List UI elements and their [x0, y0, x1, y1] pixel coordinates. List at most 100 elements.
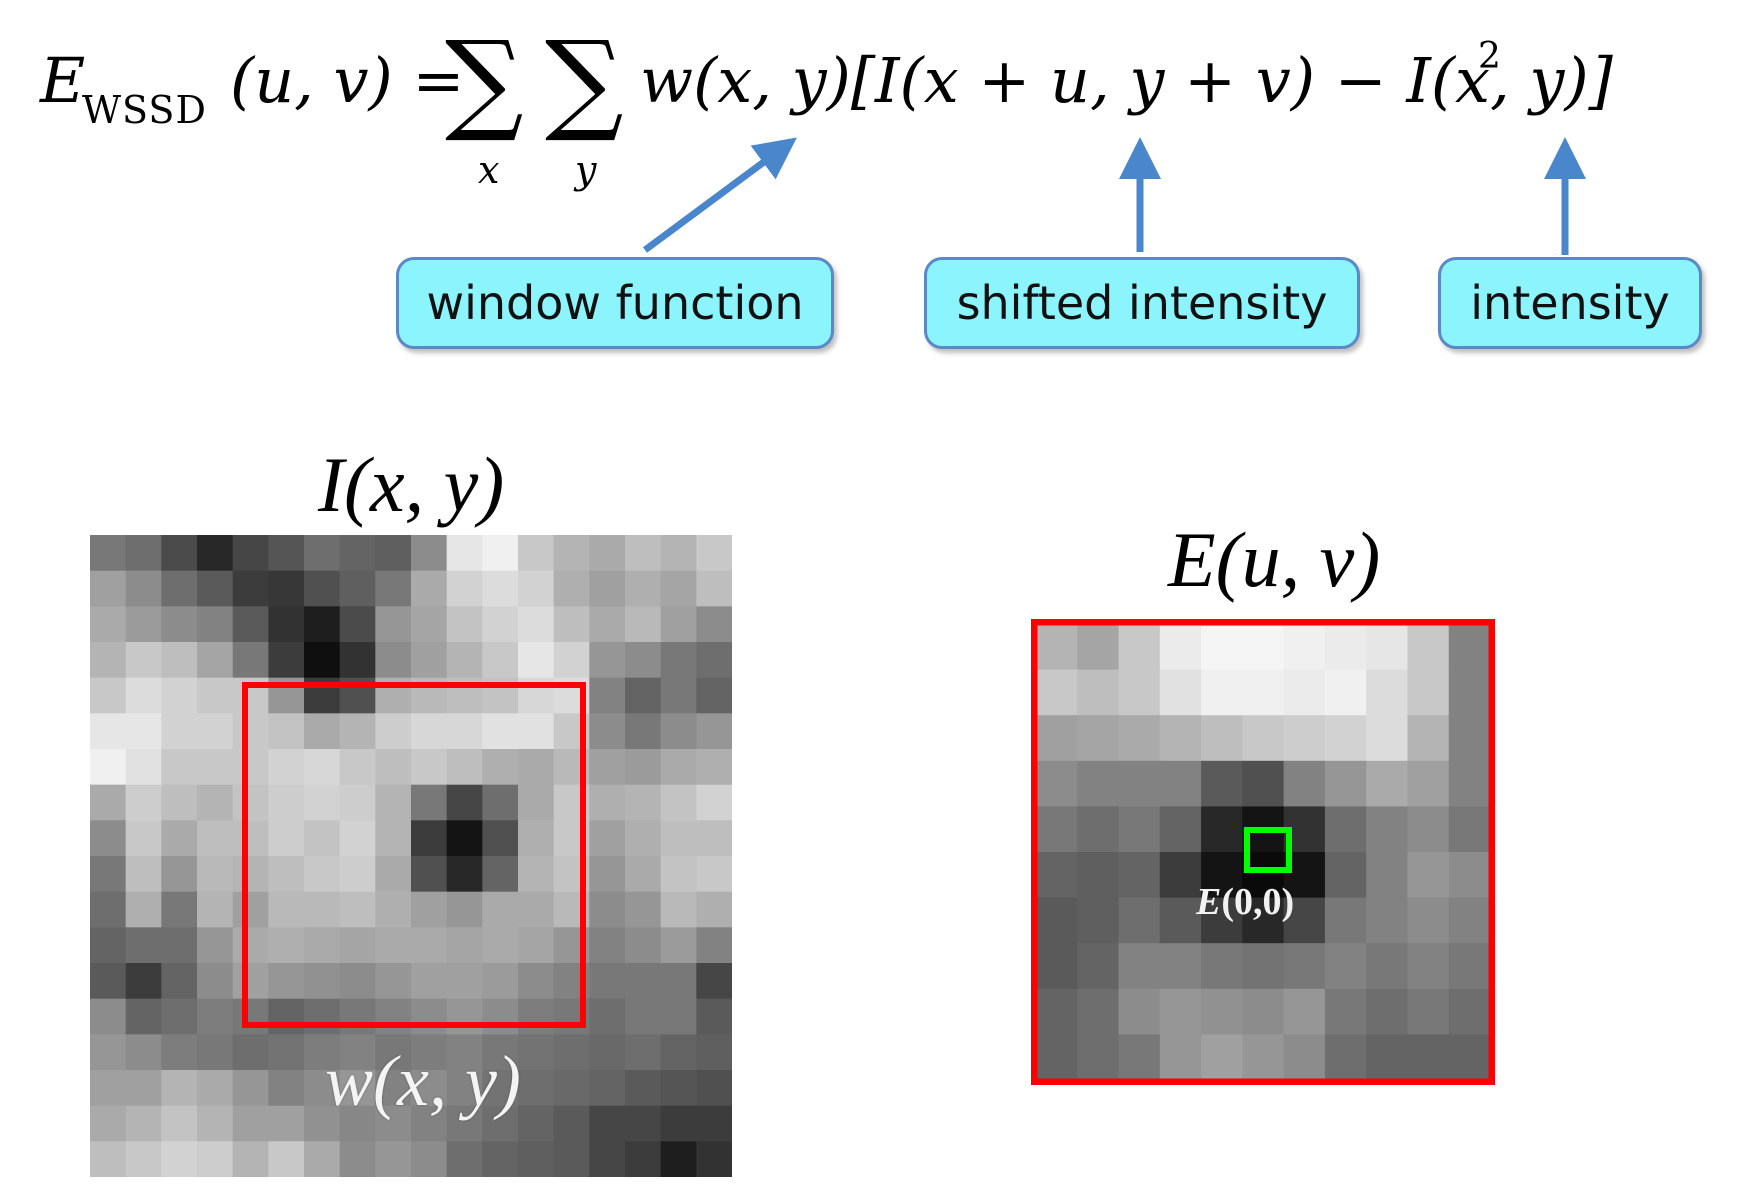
intensity-pixel	[232, 820, 269, 857]
intensity-pixel	[660, 1070, 697, 1107]
intensity-pixel	[625, 1105, 662, 1142]
intensity-pixel	[125, 784, 162, 821]
intensity-pixel	[518, 998, 555, 1035]
intensity-pixel	[304, 713, 341, 750]
intensity-pixel	[589, 1034, 626, 1071]
error-pixel	[1366, 943, 1409, 990]
intensity-pixel	[696, 1105, 732, 1142]
intensity-pixel	[339, 570, 376, 607]
intensity-pixel	[696, 998, 732, 1035]
intensity-pixel	[161, 642, 198, 679]
intensity-pixel	[90, 1070, 127, 1107]
intensity-pixel	[232, 1141, 269, 1177]
sum-index-y: y	[575, 148, 597, 192]
error-pixel	[1242, 943, 1285, 990]
intensity-pixel	[339, 891, 376, 928]
error-pixel	[1366, 669, 1409, 716]
error-pixel	[1407, 897, 1450, 944]
intensity-pixel	[625, 820, 662, 857]
intensity-pixel	[125, 963, 162, 1000]
error-pixel	[1283, 988, 1326, 1035]
error-pixel	[1283, 1034, 1326, 1081]
intensity-pixel	[518, 570, 555, 607]
intensity-pixel	[553, 642, 590, 679]
intensity-pixel	[375, 713, 412, 750]
error-pixel	[1118, 669, 1161, 716]
intensity-pixel	[268, 713, 305, 750]
error-pixel	[1283, 760, 1326, 807]
intensity-pixel	[197, 1141, 234, 1177]
error-pixel	[1448, 715, 1491, 762]
error-pixel	[1448, 806, 1491, 853]
window-label: w(x, y)	[325, 1041, 521, 1121]
intensity-pixel	[304, 820, 341, 857]
formula-lhs-symbol: E	[40, 44, 86, 117]
error-pixel	[1118, 624, 1161, 671]
intensity-pixel	[304, 998, 341, 1035]
intensity-pixel	[446, 963, 483, 1000]
error-pixel	[1242, 760, 1285, 807]
error-pixel	[1407, 669, 1450, 716]
error-pixel	[1407, 624, 1450, 671]
intensity-pixel	[518, 713, 555, 750]
intensity-pixel	[375, 1034, 412, 1071]
intensity-pixel	[161, 963, 198, 1000]
intensity-pixel	[90, 606, 127, 643]
error-pixel	[1201, 897, 1243, 944]
intensity-pixel	[125, 1141, 162, 1177]
intensity-pixel	[268, 784, 305, 821]
intensity-pixel	[589, 784, 626, 821]
intensity-pixel	[161, 927, 198, 964]
intensity-pixel	[161, 570, 198, 607]
intensity-pixel	[125, 1034, 162, 1071]
intensity-pixel	[446, 570, 483, 607]
error-pixel	[1366, 760, 1409, 807]
intensity-pixel	[232, 606, 269, 643]
sum-index-x: x	[478, 148, 500, 192]
intensity-pixel	[411, 570, 448, 607]
intensity-pixel	[625, 713, 662, 750]
intensity-pixel	[482, 1034, 519, 1071]
intensity-pixel	[482, 535, 519, 572]
error-pixel	[1036, 806, 1078, 853]
intensity-pixel	[446, 1141, 483, 1177]
error-pixel	[1159, 988, 1202, 1035]
error-pixel	[1077, 852, 1120, 899]
intensity-pixel	[696, 642, 732, 679]
intensity-pixel	[696, 606, 732, 643]
intensity-pixel	[625, 998, 662, 1035]
intensity-pixel	[125, 677, 162, 714]
error-pixel	[1201, 624, 1243, 671]
error-pixel	[1366, 624, 1409, 671]
intensity-pixel	[90, 1141, 127, 1177]
error-pixel	[1324, 760, 1367, 807]
intensity-pixel	[625, 570, 662, 607]
intensity-pixel	[197, 998, 234, 1035]
error-pixel	[1324, 852, 1367, 899]
error-pixel	[1036, 715, 1078, 762]
intensity-pixel	[446, 856, 483, 893]
error-pixel	[1077, 988, 1120, 1035]
intensity-pixel	[161, 784, 198, 821]
intensity-pixel	[375, 784, 412, 821]
intensity-pixel	[589, 891, 626, 928]
error-pixel	[1448, 943, 1491, 990]
error-pixel	[1324, 897, 1367, 944]
wssd-formula: E WSSD (u, v) = ∑ x ∑ y w(x, y)[I(x + u,…	[40, 20, 1730, 192]
error-pixel	[1201, 760, 1243, 807]
intensity-pixel	[90, 535, 127, 572]
error-pixel	[1036, 897, 1078, 944]
intensity-pixel	[518, 1141, 555, 1177]
intensity-pixel	[518, 749, 555, 786]
intensity-pixel	[482, 749, 519, 786]
intensity-pixel	[660, 1141, 697, 1177]
shifted-intensity-label: shifted intensity	[956, 276, 1328, 330]
intensity-pixel	[232, 1034, 269, 1071]
intensity-pixel	[660, 713, 697, 750]
intensity-pixel	[90, 891, 127, 928]
error-pixel	[1077, 624, 1120, 671]
intensity-pixel	[125, 642, 162, 679]
intensity-pixel	[304, 570, 341, 607]
error-pixel	[1242, 624, 1285, 671]
formula-lhs-args: (u, v) =	[230, 44, 465, 117]
